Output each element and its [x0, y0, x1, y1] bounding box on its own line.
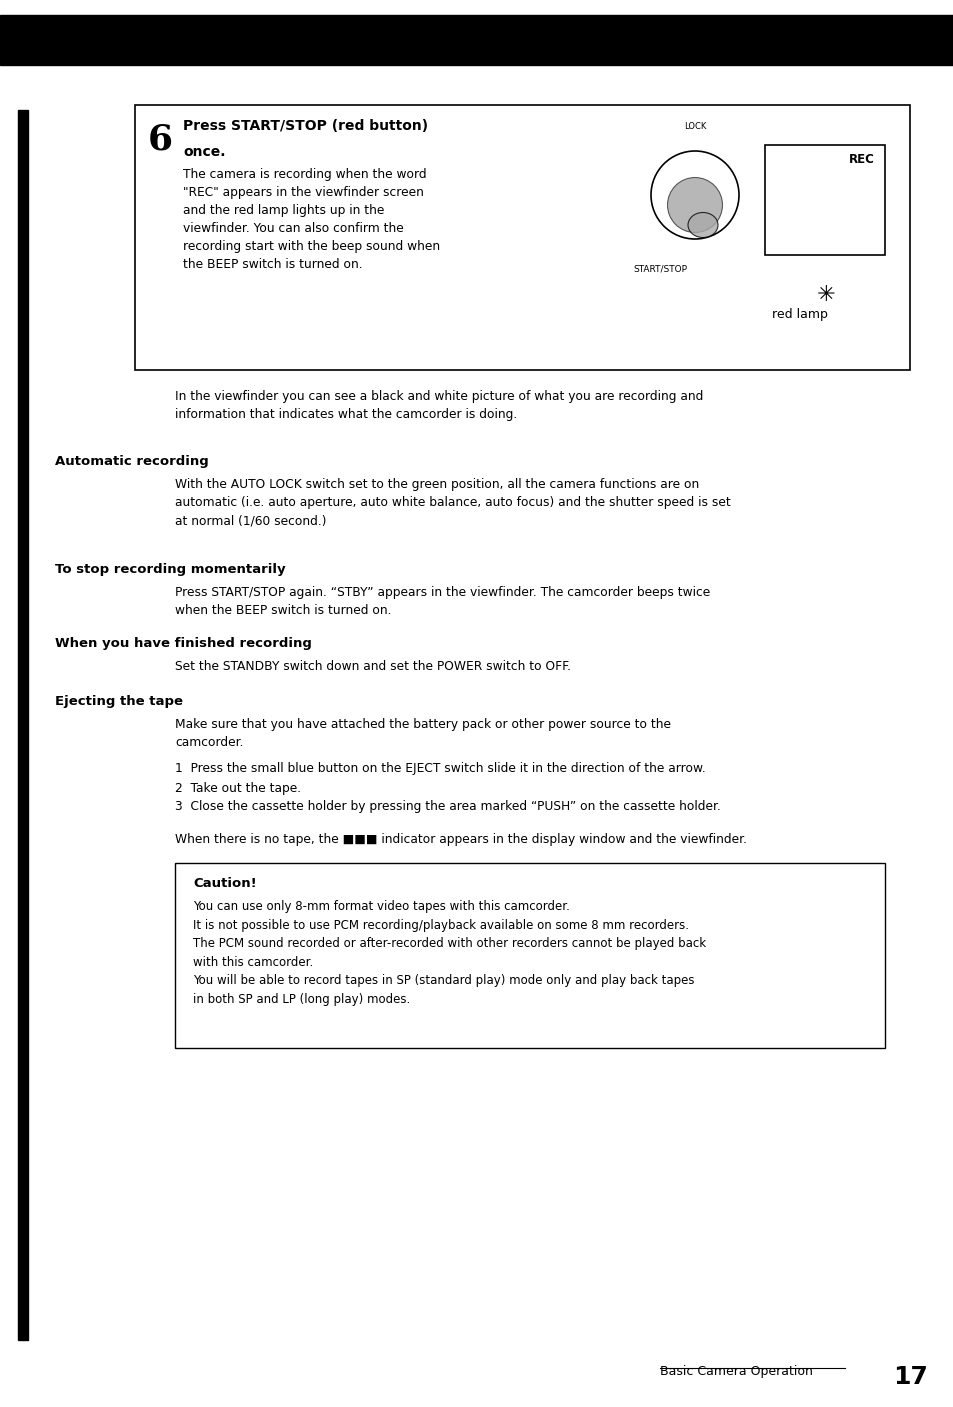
Bar [135, 106, 909, 370]
Ellipse shape [650, 151, 739, 239]
Text: 1  Press the small blue button on the EJECT switch slide it in the direction of : 1 Press the small blue button on the EJE… [174, 763, 705, 775]
Bar [764, 145, 884, 255]
Text: In the viewfinder you can see a black and white picture of what you are recordin: In the viewfinder you can see a black an… [174, 390, 702, 421]
Text: Make sure that you have attached the battery pack or other power source to the
c: Make sure that you have attached the bat… [174, 718, 670, 749]
Text: With the AUTO LOCK switch set to the green position, all the camera functions ar: With the AUTO LOCK switch set to the gre… [174, 478, 730, 528]
Ellipse shape [687, 212, 718, 238]
Text: 17: 17 [892, 1365, 927, 1389]
Text: Press START/STOP (red button): Press START/STOP (red button) [183, 120, 428, 134]
Text: Set the STANDBY switch down and set the POWER switch to OFF.: Set the STANDBY switch down and set the … [174, 660, 571, 673]
Text: To stop recording momentarily: To stop recording momentarily [55, 563, 285, 575]
Text: You can use only 8-mm format video tapes with this camcorder.
It is not possible: You can use only 8-mm format video tapes… [193, 900, 705, 1006]
Text: red lamp: red lamp [771, 308, 827, 321]
Bar [18, 110, 28, 1339]
Text: ✳: ✳ [816, 286, 835, 305]
Text: REC: REC [848, 153, 874, 166]
Text: Basic Camera Operation: Basic Camera Operation [659, 1365, 812, 1377]
Text: once.: once. [183, 145, 225, 159]
Text: The camera is recording when the word
"REC" appears in the viewfinder screen
and: The camera is recording when the word "R… [183, 167, 439, 272]
Text: When there is no tape, the ■■■ indicator appears in the display window and the v: When there is no tape, the ■■■ indicator… [174, 833, 746, 846]
Ellipse shape [667, 177, 721, 232]
Text: Press START/STOP again. “STBY” appears in the viewfinder. The camcorder beeps tw: Press START/STOP again. “STBY” appears i… [174, 585, 709, 618]
Bar [174, 862, 884, 1048]
Text: 3  Close the cassette holder by pressing the area marked “PUSH” on the cassette : 3 Close the cassette holder by pressing … [174, 801, 720, 813]
Text: 2  Take out the tape.: 2 Take out the tape. [174, 782, 301, 795]
Text: Ejecting the tape: Ejecting the tape [55, 695, 183, 708]
Text: Automatic recording: Automatic recording [55, 454, 209, 469]
Text: When you have finished recording: When you have finished recording [55, 637, 312, 650]
Bar [0, 15, 953, 65]
Text: LOCK: LOCK [683, 122, 705, 131]
Text: START/STOP: START/STOP [633, 265, 686, 274]
Text: 6: 6 [148, 122, 172, 158]
Text: Caution!: Caution! [193, 877, 256, 891]
